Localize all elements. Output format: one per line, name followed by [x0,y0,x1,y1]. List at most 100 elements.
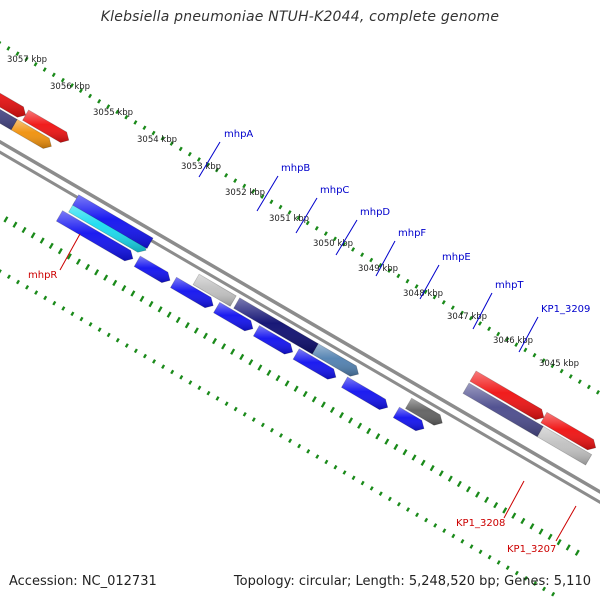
inner-tick [66,253,72,260]
outer-tick [523,347,528,353]
inner-tick [529,523,535,530]
inner-tick [212,337,218,345]
gene-label-KP1_3207: KP1_3207 [507,544,556,555]
inner-tick [157,306,163,313]
gene-label-mhpA: mhpA [224,129,253,140]
inner-tick [288,438,293,444]
inner-tick [269,427,274,433]
inner-tick [197,385,202,391]
inner-tick [396,501,401,507]
outer-tick [51,72,56,78]
outer-tick [450,305,455,310]
inner-tick [184,322,190,329]
kbp-label: 3050 kbp [313,239,353,249]
gene-arrow-shade [213,302,253,331]
inner-tick [75,258,81,265]
gene-leader-line [472,292,493,330]
inner-tick [302,390,308,398]
gene-leader-line [503,480,525,519]
inner-tick [375,433,381,440]
inner-tick [487,554,492,560]
gene-leader-line [59,233,81,271]
outer-tick [97,98,102,104]
inner-tick [405,507,410,512]
inner-tick [30,232,36,239]
inner-tick [447,475,453,482]
outer-tick [133,120,138,125]
inner-tick [514,570,519,576]
outer-tick [387,268,392,273]
inner-tick [320,401,326,408]
inner-tick [556,538,562,546]
inner-tick [311,396,317,403]
outer-tick [541,358,546,363]
gene-leader-line [419,264,440,300]
inner-tick [429,464,435,472]
inner-tick [402,449,408,456]
gene-mhpA-arrow-shade [72,194,153,249]
inner-tick [139,295,145,302]
inner-tick [565,544,571,551]
outer-tick [224,173,229,178]
gene-arrow-shade [341,377,388,410]
inner-tick [551,591,556,597]
inner-tick [166,311,172,318]
outer-tick [586,384,591,390]
outer-tick [369,257,374,263]
inner-tick [284,380,290,387]
kbp-label: 3055 kbp [93,108,133,118]
inner-tick [79,316,84,322]
inner-tick [0,269,2,274]
kbp-label: 3054 kbp [137,135,177,145]
accession-label: Accession: NC_012731 [9,574,157,589]
kbp-label: 3049 kbp [358,264,398,274]
inner-tick [393,443,399,451]
inner-tick [224,401,229,407]
inner-tick [233,406,238,412]
inner-tick [103,274,109,281]
inner-tick [94,269,100,276]
inner-tick [438,470,444,477]
inner-tick [61,306,66,311]
gene-arrow-shade [293,348,336,380]
outer-tick [33,61,38,67]
inner-tick [384,438,390,445]
outer-tick [496,331,501,337]
inner-tick [279,433,284,438]
outer-tick [514,342,519,347]
inner-tick [6,274,11,280]
outer-tick [287,210,292,215]
gene-label-KP1_3209: KP1_3209 [541,304,590,315]
inner-tick [502,507,508,514]
outer-tick [151,130,156,136]
gene-mhpD-arrow-shade [233,297,319,355]
genome-summary: Topology: circular; Length: 5,248,520 bp… [233,574,591,589]
gene-leader-line [375,240,396,277]
inner-tick [574,549,580,556]
gene-arrow-shade [0,109,18,130]
inner-tick [239,353,245,361]
outer-tick [360,252,365,258]
gene-arrow-shade [540,412,596,450]
inner-tick [70,311,75,317]
inner-tick [523,576,528,581]
inner-tick [415,512,420,518]
inner-tick [411,454,417,461]
inner-tick [442,528,447,534]
gene-mhpA-arrow-shade [56,210,133,261]
inner-tick [48,242,54,250]
gene-KP1_3207-arrow-shade [537,426,592,465]
inner-tick [3,216,9,223]
inner-tick [293,385,299,392]
inner-tick [34,290,39,295]
inner-tick [115,337,120,343]
inner-tick [433,523,438,528]
outer-tick [260,194,265,199]
gene-arrow-shade [0,93,26,118]
inner-tick [547,533,553,541]
inner-tick [221,343,227,350]
inner-tick [133,348,138,354]
outer-tick [314,225,319,231]
inner-tick [266,369,272,377]
inner-tick [420,459,426,466]
